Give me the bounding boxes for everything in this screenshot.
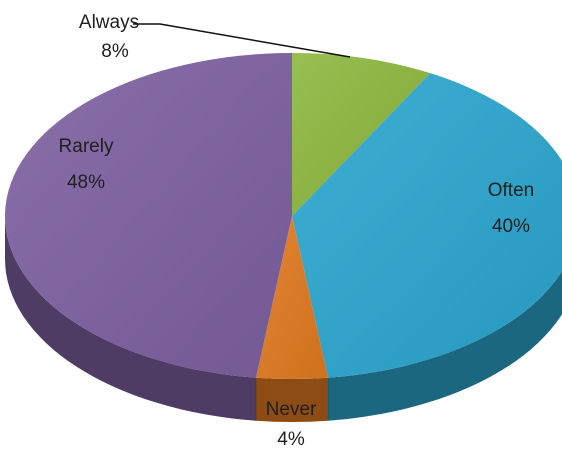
slice-name-label-often: Often	[488, 180, 534, 201]
pie-slice-shading-often	[292, 73, 562, 378]
pie-labels: Always 8% Often 40% Never 4% Rarely 48%	[59, 12, 535, 450]
slice-value-label-rarely: 48%	[67, 172, 105, 193]
pie-sides	[5, 216, 562, 422]
pie-side-never	[256, 377, 328, 422]
pie-slice-shading-never	[256, 216, 328, 379]
slice-name-label-never: Never	[266, 399, 317, 420]
pie-slice-shading-always	[292, 53, 431, 216]
pie-tops	[5, 53, 562, 379]
slice-value-label-always: 8%	[101, 41, 129, 62]
pie-side-rarely	[5, 216, 257, 421]
pie-slice-shading-rarely	[5, 53, 293, 378]
slice-value-label-never: 4%	[277, 429, 305, 450]
slice-name-label-always: Always	[79, 12, 139, 33]
leader-line-always	[133, 23, 351, 58]
slice-value-label-often: 40%	[492, 216, 530, 237]
pie-side-often	[327, 271, 562, 421]
slice-name-label-rarely: Rarely	[59, 136, 114, 157]
